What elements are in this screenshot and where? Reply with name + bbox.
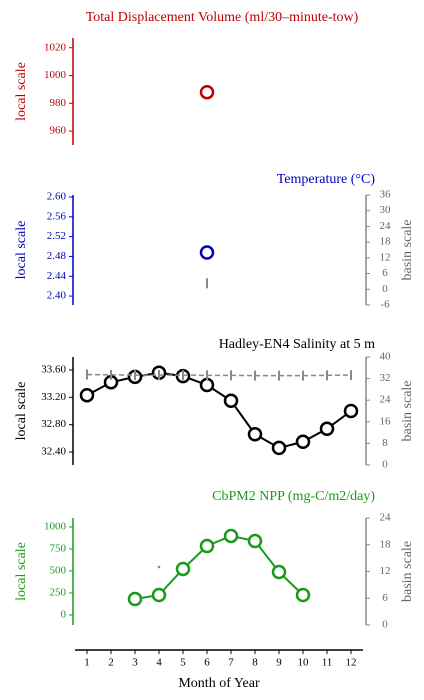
marker bbox=[223, 393, 239, 408]
y2-axis-label: basin scale bbox=[400, 219, 415, 280]
marker bbox=[199, 84, 215, 100]
x-tick-label: 7 bbox=[228, 657, 234, 669]
y-tick-label: 2.44 bbox=[47, 270, 67, 282]
y2-tick-label: 32 bbox=[380, 372, 391, 384]
x-tick-label: 9 bbox=[276, 657, 282, 669]
x-tick-label: 3 bbox=[132, 657, 138, 669]
y2-tick-label: -6 bbox=[380, 299, 390, 311]
series-line bbox=[86, 371, 352, 449]
marker bbox=[343, 403, 359, 419]
marker bbox=[319, 421, 335, 437]
marker bbox=[223, 528, 239, 544]
y2-tick-label: 0 bbox=[382, 619, 388, 631]
marker bbox=[199, 538, 215, 554]
x-tick-label: 1 bbox=[84, 657, 90, 669]
y-tick-label: 32.80 bbox=[41, 418, 66, 430]
marker bbox=[127, 591, 143, 607]
y-tick-label: 33.20 bbox=[41, 391, 66, 403]
marker bbox=[199, 377, 215, 393]
x-tick-label: 8 bbox=[252, 657, 258, 669]
y2-tick-label: 6 bbox=[382, 592, 388, 604]
y2-tick-label: 24 bbox=[380, 394, 392, 406]
y-tick-label: 2.60 bbox=[47, 191, 67, 203]
x-tick-label: 2 bbox=[108, 657, 114, 669]
y-tick-label: 2.48 bbox=[47, 250, 67, 262]
y-tick-label: 1000 bbox=[44, 69, 67, 81]
marker bbox=[271, 564, 287, 580]
y2-axis-label: basin scale bbox=[400, 380, 415, 441]
x-tick-label: 10 bbox=[298, 657, 310, 669]
y-tick-label: 0 bbox=[61, 609, 67, 621]
y2-tick-label: 16 bbox=[380, 415, 392, 427]
chart-title: Hadley-EN4 Salinity at 5 m bbox=[219, 337, 375, 352]
x-tick-label: 4 bbox=[156, 657, 162, 669]
y-tick-label: 1000 bbox=[44, 521, 67, 533]
y-tick-label: 750 bbox=[50, 543, 67, 555]
y-tick-label: 2.40 bbox=[47, 290, 67, 302]
y2-tick-label: 36 bbox=[380, 189, 392, 201]
series-line bbox=[86, 373, 352, 377]
chart-title: Total Displacement Volume (ml/30–minute-… bbox=[86, 10, 359, 25]
marker bbox=[175, 561, 191, 577]
y-axis-label: local scale bbox=[14, 382, 29, 441]
y-tick-label: 250 bbox=[50, 587, 67, 599]
y2-tick-label: 0 bbox=[382, 283, 388, 295]
y-axis-label: local scale bbox=[14, 221, 29, 280]
marker bbox=[271, 440, 287, 456]
y2-tick-label: 30 bbox=[380, 204, 392, 216]
y2-tick-label: 18 bbox=[380, 538, 392, 550]
marker bbox=[157, 565, 161, 569]
marker bbox=[247, 533, 263, 549]
marker bbox=[79, 388, 95, 403]
y2-tick-label: 8 bbox=[382, 437, 388, 449]
y2-tick-label: 12 bbox=[380, 565, 391, 577]
y2-tick-label: 12 bbox=[380, 251, 391, 263]
y-axis-label: local scale bbox=[14, 542, 29, 601]
x-tick-label: 5 bbox=[180, 657, 186, 669]
y-axis-label: local scale bbox=[14, 62, 29, 121]
chart-title: CbPM2 NPP (mg-C/m2/day) bbox=[212, 489, 375, 504]
y2-tick-label: 24 bbox=[380, 512, 392, 524]
y2-tick-label: 40 bbox=[380, 351, 392, 363]
y-tick-label: 960 bbox=[50, 125, 67, 137]
marker bbox=[199, 245, 215, 260]
y2-tick-label: 24 bbox=[380, 220, 392, 232]
marker bbox=[151, 587, 167, 603]
y-tick-label: 1020 bbox=[44, 41, 67, 53]
y-tick-label: 32.40 bbox=[41, 446, 66, 458]
x-axis-label: Month of Year bbox=[178, 676, 260, 691]
y-tick-label: 500 bbox=[50, 565, 67, 577]
chart-title: Temperature (°C) bbox=[277, 172, 376, 187]
y-tick-label: 2.52 bbox=[47, 230, 66, 242]
y-tick-label: 33.60 bbox=[41, 364, 66, 376]
x-tick-label: 11 bbox=[322, 657, 333, 669]
y-tick-label: 980 bbox=[50, 97, 67, 109]
y2-axis-label: basin scale bbox=[400, 541, 415, 602]
y-tick-label: 2.56 bbox=[47, 210, 67, 222]
marker bbox=[295, 434, 311, 450]
marker bbox=[247, 426, 263, 442]
y2-tick-label: 0 bbox=[382, 459, 388, 471]
x-tick-label: 12 bbox=[346, 657, 357, 669]
y2-tick-label: 6 bbox=[382, 267, 388, 279]
marker bbox=[295, 587, 311, 603]
y2-tick-label: 18 bbox=[380, 236, 392, 248]
x-tick-label: 6 bbox=[204, 657, 210, 669]
